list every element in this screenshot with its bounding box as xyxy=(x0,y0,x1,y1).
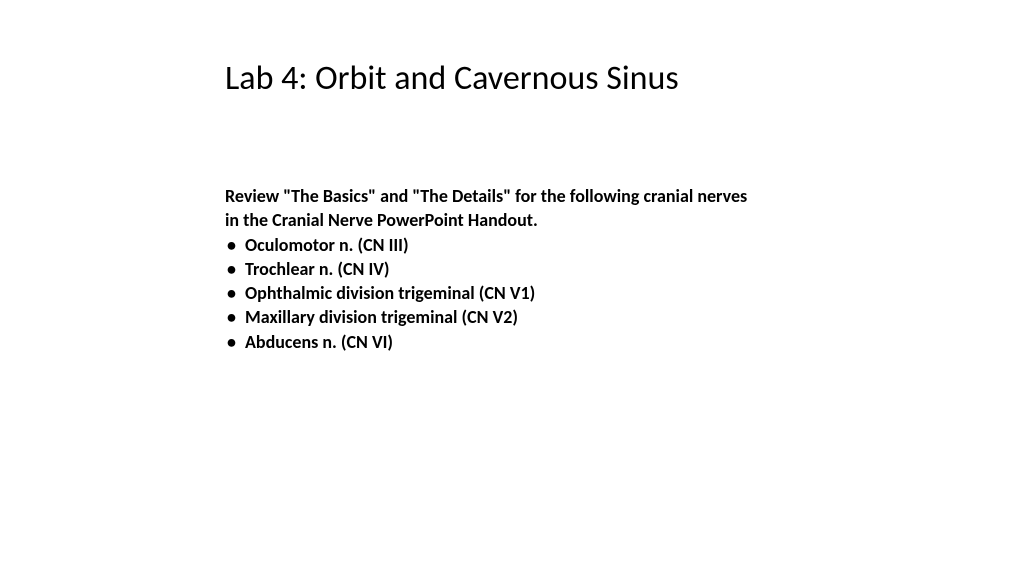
slide-title: Lab 4: Orbit and Cavernous Sinus xyxy=(225,58,960,99)
list-item: Trochlear n. (CN IV) xyxy=(225,257,960,281)
list-item: Maxillary division trigeminal (CN V2) xyxy=(225,305,960,329)
intro-line-1: Review "The Basics" and "The Details" fo… xyxy=(225,185,747,207)
list-item: Abducens n. (CN VI) xyxy=(225,330,960,354)
bullet-list: Oculomotor n. (CN III) Trochlear n. (CN … xyxy=(225,233,960,354)
list-item: Ophthalmic division trigeminal (CN V1) xyxy=(225,281,960,305)
slide-content: Lab 4: Orbit and Cavernous Sinus Review … xyxy=(0,0,1020,354)
intro-line-2: in the Cranial Nerve PowerPoint Handout. xyxy=(225,209,538,231)
intro-text: Review "The Basics" and "The Details" fo… xyxy=(225,184,960,233)
list-item: Oculomotor n. (CN III) xyxy=(225,233,960,257)
